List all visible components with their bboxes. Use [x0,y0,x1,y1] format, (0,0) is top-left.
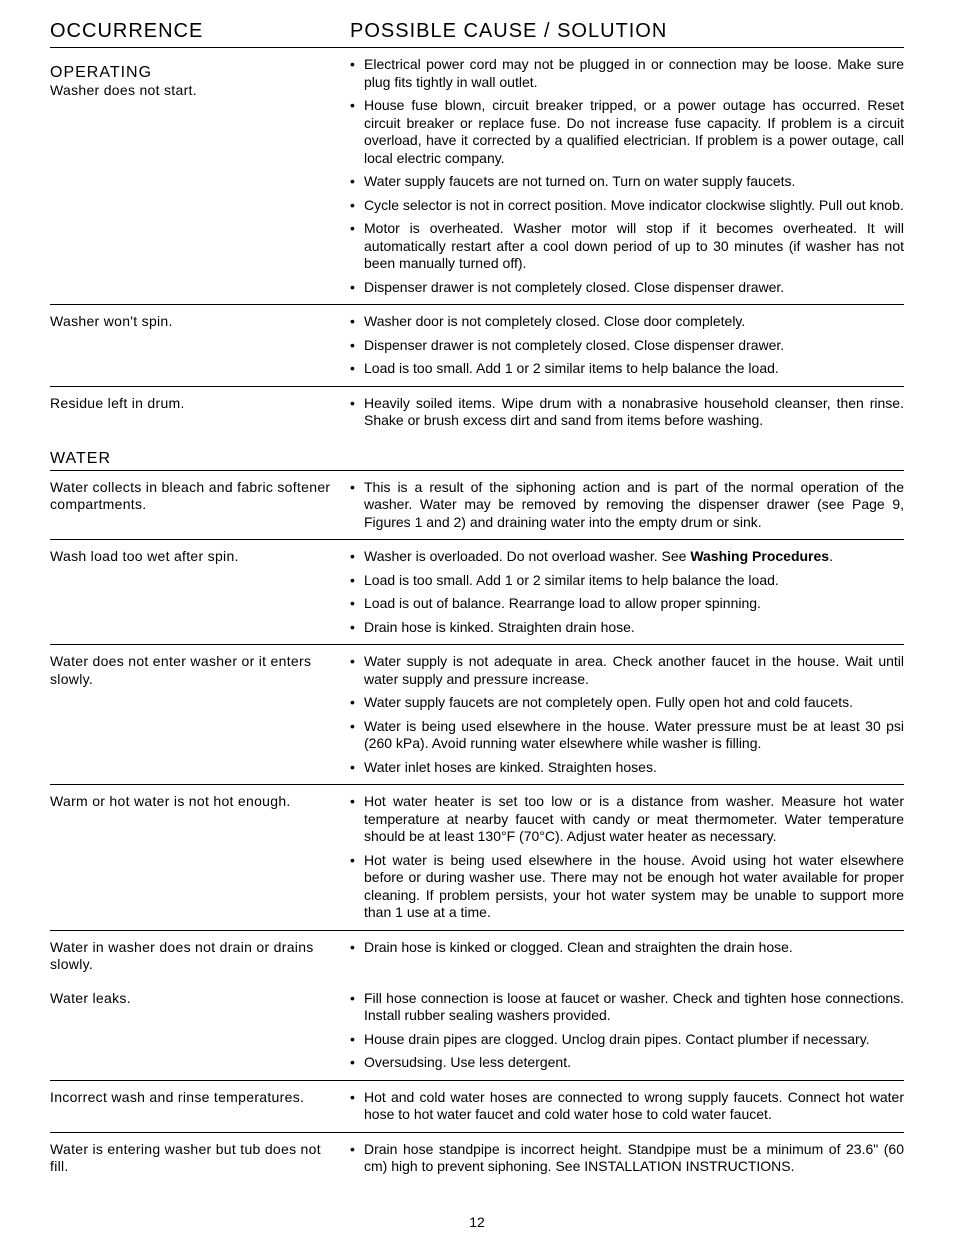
occurrence-cell: Residue left in drum. [50,395,350,430]
solution-item: Drain hose standpipe is incorrect height… [350,1141,904,1176]
table-row: Washer won't spin. Washer door is not com… [50,305,904,387]
solution-item: Dispenser drawer is not completely close… [350,279,904,297]
solution-item: Water supply faucets are not completely … [350,694,904,712]
table-row: Warm or hot water is not hot enough. Hot … [50,785,904,931]
solution-cell: This is a result of the siphoning action… [350,479,904,532]
table-row: OPERATINGWasher does not start.Electrica… [50,48,904,305]
solution-list: Drain hose standpipe is incorrect height… [350,1141,904,1176]
solution-item: Drain hose is kinked or clogged. Clean a… [350,939,904,957]
occurrence-label: Residue left in drum. [50,395,340,413]
solution-cell: Hot and cold water hoses are connected t… [350,1089,904,1124]
header-occurrence: OCCURRENCE [50,20,350,43]
occurrence-label: Incorrect wash and rinse temperatures. [50,1089,340,1107]
occurrence-cell: Water leaks. [50,990,350,1072]
troubleshooting-table: OPERATINGWasher does not start.Electrica… [50,48,904,1184]
solution-item: Hot water is being used elsewhere in the… [350,852,904,922]
solution-item: Load is too small. Add 1 or 2 similar it… [350,360,904,378]
occurrence-cell: Water is entering washer but tub does no… [50,1141,350,1176]
occurrence-label: Water in washer does not drain or drains… [50,939,340,974]
solution-cell: Fill hose connection is loose at faucet … [350,990,904,1072]
solution-cell: Washer is overloaded. Do not overload wa… [350,548,904,636]
solution-cell: Drain hose standpipe is incorrect height… [350,1141,904,1176]
occurrence-cell: Water in washer does not drain or drains… [50,939,350,974]
solution-item: Drain hose is kinked. Straighten drain h… [350,619,904,637]
occurrence-cell: Water collects in bleach and fabric soft… [50,479,350,532]
solution-list: Heavily soiled items. Wipe drum with a n… [350,395,904,430]
solution-item: Water inlet hoses are kinked. Straighten… [350,759,904,777]
page-header: OCCURRENCE POSSIBLE CAUSE / SOLUTION [50,20,904,48]
page-number: 12 [50,1214,904,1230]
solution-list: Washer door is not completely closed. Cl… [350,313,904,378]
table-row: Water is entering washer but tub does no… [50,1133,904,1184]
solution-list: Washer is overloaded. Do not overload wa… [350,548,904,636]
solution-item: Water supply is not adequate in area. Ch… [350,653,904,688]
table-row: Incorrect wash and rinse temperatures. Ho… [50,1081,904,1133]
occurrence-cell: Wash load too wet after spin. [50,548,350,636]
table-row: Water does not enter washer or it enters… [50,645,904,785]
solution-item: Fill hose connection is loose at faucet … [350,990,904,1025]
table-row: Residue left in drum. Heavily soiled item… [50,387,904,438]
solution-list: Drain hose is kinked or clogged. Clean a… [350,939,904,957]
solution-cell: Washer door is not completely closed. Cl… [350,313,904,378]
solution-cell: Water supply is not adequate in area. Ch… [350,653,904,776]
occurrence-cell: OPERATINGWasher does not start. [50,56,350,296]
occurrence-cell: Water does not enter washer or it enters… [50,653,350,776]
solution-cell: Hot water heater is set too low or is a … [350,793,904,922]
solution-item: Motor is overheated. Washer motor will s… [350,220,904,273]
occurrence-label: Washer does not start. [50,82,340,100]
occurrence-label: Warm or hot water is not hot enough. [50,793,340,811]
solution-item: Electrical power cord may not be plugged… [350,56,904,91]
section-header-row: WATER [50,438,904,471]
solution-item: Oversudsing. Use less detergent. [350,1054,904,1072]
solution-item: Washer is overloaded. Do not overload wa… [350,548,904,566]
occurrence-cell: Washer won't spin. [50,313,350,378]
solution-list: Hot and cold water hoses are connected t… [350,1089,904,1124]
table-row: Water in washer does not drain or drains… [50,931,904,982]
section-title: OPERATING [50,64,340,82]
solution-item: Cycle selector is not in correct positio… [350,197,904,215]
occurrence-label: Water leaks. [50,990,340,1008]
solution-item: This is a result of the siphoning action… [350,479,904,532]
table-row: Wash load too wet after spin. Washer is o… [50,540,904,645]
solution-item: Hot and cold water hoses are connected t… [350,1089,904,1124]
solution-item: Hot water heater is set too low or is a … [350,793,904,846]
table-row: Water leaks. Fill hose connection is loos… [50,982,904,1081]
solution-item: Water is being used elsewhere in the hou… [350,718,904,753]
solution-list: Fill hose connection is loose at faucet … [350,990,904,1072]
solution-cell: Electrical power cord may not be plugged… [350,56,904,296]
solution-cell: Drain hose is kinked or clogged. Clean a… [350,939,904,974]
occurrence-label: Water is entering washer but tub does no… [50,1141,340,1176]
header-solution: POSSIBLE CAUSE / SOLUTION [350,20,904,43]
occurrence-label: Wash load too wet after spin. [50,548,340,566]
solution-item: Water supply faucets are not turned on. … [350,173,904,191]
solution-cell: Heavily soiled items. Wipe drum with a n… [350,395,904,430]
solution-item: Load is out of balance. Rearrange load t… [350,595,904,613]
occurrence-label: Water collects in bleach and fabric soft… [50,479,340,514]
solution-list: Electrical power cord may not be plugged… [350,56,904,296]
solution-list: This is a result of the siphoning action… [350,479,904,532]
occurrence-cell: Incorrect wash and rinse temperatures. [50,1089,350,1124]
occurrence-label: Washer won't spin. [50,313,340,331]
occurrence-cell: Warm or hot water is not hot enough. [50,793,350,922]
table-row: Water collects in bleach and fabric soft… [50,471,904,541]
solution-item: Load is too small. Add 1 or 2 similar it… [350,572,904,590]
solution-list: Hot water heater is set too low or is a … [350,793,904,922]
occurrence-label: Water does not enter washer or it enters… [50,653,340,688]
solution-item: House drain pipes are clogged. Unclog dr… [350,1031,904,1049]
solution-item: House fuse blown, circuit breaker trippe… [350,97,904,167]
solution-item: Washer door is not completely closed. Cl… [350,313,904,331]
solution-item: Dispenser drawer is not completely close… [350,337,904,355]
solution-item: Heavily soiled items. Wipe drum with a n… [350,395,904,430]
section-title: WATER [50,450,340,468]
solution-list: Water supply is not adequate in area. Ch… [350,653,904,776]
